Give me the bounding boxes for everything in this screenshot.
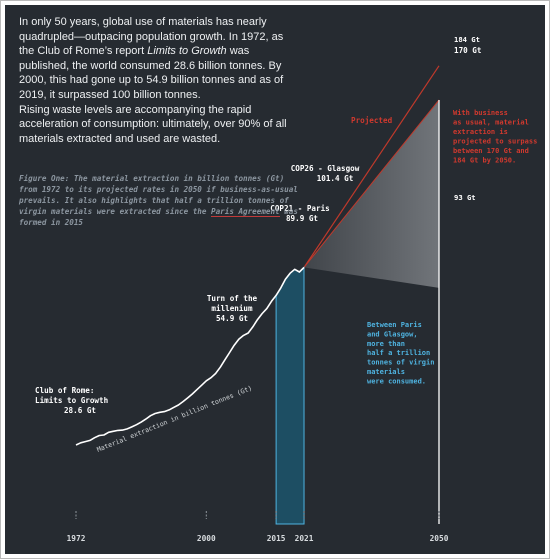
business-note-line-4: between 170 Gt and bbox=[453, 147, 529, 155]
projected-mid-line bbox=[303, 99, 440, 268]
between-note-line-5: materials bbox=[367, 368, 405, 376]
y-axis-label: Material extraction in billion tonnes (G… bbox=[96, 384, 254, 454]
between-note-line-3: half a trillion bbox=[367, 349, 430, 357]
cop26-label: COP26 - Glasgow bbox=[291, 164, 360, 173]
projected-label: Projected bbox=[351, 116, 393, 125]
club-of-rome-value: 28.6 Gt bbox=[64, 406, 96, 415]
intro-part2: was published, the world consumed 28.6 b… bbox=[19, 45, 284, 101]
report-title: Limits to Growth bbox=[147, 45, 227, 58]
figure-caption: Figure One: The material extraction in b… bbox=[19, 173, 299, 228]
paris-glasgow-area bbox=[275, 266, 305, 525]
business-note-line-5: 184 Gt by 2050. bbox=[453, 157, 516, 165]
intro-part3: Rising waste levels are accompanying the… bbox=[19, 103, 287, 145]
projection-layer bbox=[303, 65, 440, 524]
between-note-line-2: more than bbox=[367, 340, 405, 348]
business-note-line-3: projected to surpass bbox=[453, 138, 537, 146]
mid-value: 170 Gt bbox=[454, 46, 481, 55]
business-note-line-1: as usual, material bbox=[453, 119, 529, 127]
x-tick-label-2000: 2000 bbox=[197, 534, 216, 543]
caption-highlight: Paris Agreement bbox=[211, 207, 280, 217]
business-note-line-2: extraction is bbox=[453, 128, 508, 136]
upper-value: 184 Gt bbox=[454, 35, 480, 44]
cop26-value: 101.4 Gt bbox=[317, 174, 354, 183]
millenium-sublabel: millenium bbox=[211, 304, 253, 313]
between-note-line-4: tonnes of virgin bbox=[367, 359, 434, 367]
cop21-value: 89.9 Gt bbox=[286, 214, 318, 223]
chart-panel: 1972 2000 2015 2021 2050 Material extraction… bbox=[5, 5, 545, 554]
millenium-label: Turn of the bbox=[207, 294, 258, 303]
between-note-line-0: Between Paris bbox=[367, 321, 422, 329]
caption-text: Figure One: The material extraction in b… bbox=[19, 174, 298, 216]
cop21-label: COP21 - Paris bbox=[270, 204, 329, 213]
x-tick-label-1972: 1972 bbox=[67, 534, 86, 543]
caption-tail: was formed in 2015 bbox=[19, 207, 298, 227]
x-tick-label-2021: 2021 bbox=[295, 534, 314, 543]
business-note-line-0: With business bbox=[453, 109, 508, 117]
between-note-line-6: were consumed. bbox=[367, 377, 426, 385]
x-axis: 1972 2000 2015 2021 2050 bbox=[67, 511, 449, 543]
highlight-layer bbox=[275, 266, 305, 525]
between-note-line-1: and Glasgow, bbox=[367, 330, 418, 338]
history-layer bbox=[75, 266, 305, 446]
x-tick-label-2050: 2050 bbox=[430, 534, 449, 543]
projected-upper-line bbox=[303, 65, 440, 268]
projected-range bbox=[304, 99, 439, 288]
historical-extraction-line bbox=[75, 266, 305, 446]
intro-part1: In only 50 years, global use of material… bbox=[19, 16, 284, 58]
lower-value: 93 Gt bbox=[454, 193, 476, 202]
club-of-rome-label: Club of Rome: bbox=[35, 386, 94, 395]
material-extraction-chart: 1972 2000 2015 2021 2050 Material extraction… bbox=[35, 35, 537, 543]
x-tick-label-2015: 2015 bbox=[267, 534, 286, 543]
club-of-rome-sublabel: Limits to Growth bbox=[35, 396, 108, 405]
intro-paragraph: In only 50 years, global use of material… bbox=[19, 15, 299, 146]
millenium-value: 54.9 Gt bbox=[216, 314, 248, 323]
